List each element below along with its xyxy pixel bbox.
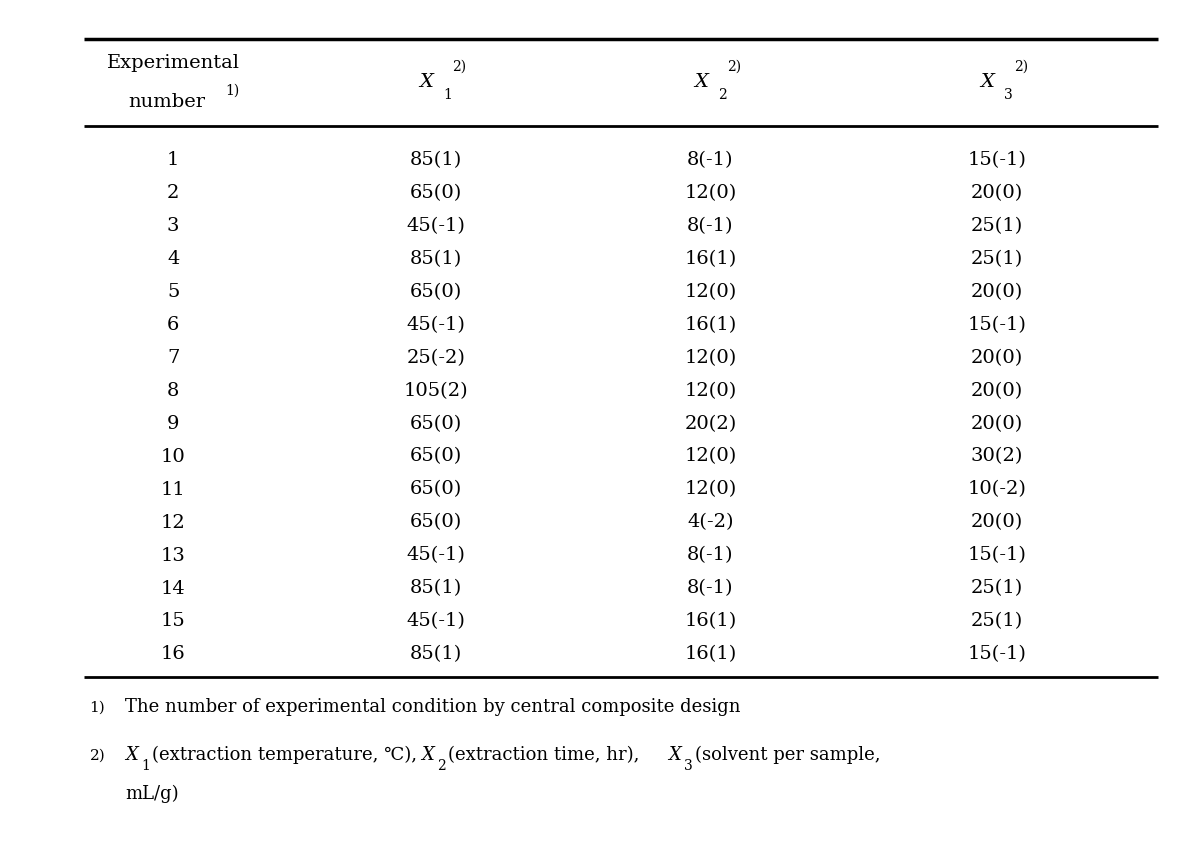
Text: 2): 2) <box>727 60 741 74</box>
Text: 1: 1 <box>167 151 179 168</box>
Text: 85(1): 85(1) <box>410 250 462 267</box>
Text: 11: 11 <box>161 481 185 498</box>
Text: (extraction time, hr),: (extraction time, hr), <box>448 746 645 764</box>
Text: 2: 2 <box>167 184 179 201</box>
Text: 20(0): 20(0) <box>971 283 1023 300</box>
Text: 65(0): 65(0) <box>410 184 462 201</box>
Text: 45(-1): 45(-1) <box>406 316 466 333</box>
Text: X: X <box>694 74 708 91</box>
Text: 20(0): 20(0) <box>971 349 1023 366</box>
Text: 30(2): 30(2) <box>971 448 1023 465</box>
Text: 15(-1): 15(-1) <box>967 316 1027 333</box>
Text: 20(0): 20(0) <box>971 415 1023 432</box>
Text: 8(-1): 8(-1) <box>688 217 733 234</box>
Text: 1: 1 <box>443 89 451 102</box>
Text: X: X <box>669 746 682 764</box>
Text: 12(0): 12(0) <box>684 448 737 465</box>
Text: 25(1): 25(1) <box>971 250 1023 267</box>
Text: 8(-1): 8(-1) <box>688 580 733 597</box>
Text: 3: 3 <box>1004 89 1013 102</box>
Text: X: X <box>419 74 433 91</box>
Text: (solvent per sample,: (solvent per sample, <box>695 746 880 765</box>
Text: 45(-1): 45(-1) <box>406 613 466 630</box>
Text: Experimental: Experimental <box>106 55 240 72</box>
Text: 12(0): 12(0) <box>684 481 737 498</box>
Text: 1): 1) <box>226 84 240 98</box>
Text: 105(2): 105(2) <box>404 382 468 399</box>
Text: 2: 2 <box>437 759 445 773</box>
Text: (extraction temperature, ℃),: (extraction temperature, ℃), <box>152 746 423 765</box>
Text: 3: 3 <box>684 759 693 773</box>
Text: 1): 1) <box>90 700 105 714</box>
Text: 9: 9 <box>167 415 179 432</box>
Text: 25(-2): 25(-2) <box>406 349 466 366</box>
Text: 12(0): 12(0) <box>684 283 737 300</box>
Text: number: number <box>129 93 205 110</box>
Text: 8(-1): 8(-1) <box>688 547 733 564</box>
Text: 65(0): 65(0) <box>410 415 462 432</box>
Text: 16(1): 16(1) <box>684 646 737 663</box>
Text: 16(1): 16(1) <box>684 613 737 630</box>
Text: X: X <box>980 74 995 91</box>
Text: The number of experimental condition by central composite design: The number of experimental condition by … <box>125 699 740 716</box>
Text: 25(1): 25(1) <box>971 217 1023 234</box>
Text: 15(-1): 15(-1) <box>967 547 1027 564</box>
Text: 20(0): 20(0) <box>971 184 1023 201</box>
Text: 20(0): 20(0) <box>971 514 1023 531</box>
Text: 45(-1): 45(-1) <box>406 217 466 234</box>
Text: 6: 6 <box>167 316 179 333</box>
Text: 3: 3 <box>167 217 179 234</box>
Text: 8(-1): 8(-1) <box>688 151 733 168</box>
Text: 5: 5 <box>167 283 179 300</box>
Text: 2): 2) <box>453 60 467 74</box>
Text: 16: 16 <box>161 646 185 663</box>
Text: 1: 1 <box>141 759 149 773</box>
Text: 85(1): 85(1) <box>410 580 462 597</box>
Text: 13: 13 <box>161 547 185 564</box>
Text: 2: 2 <box>718 89 726 102</box>
Text: 15(-1): 15(-1) <box>967 151 1027 168</box>
Text: 16(1): 16(1) <box>684 316 737 333</box>
Text: 2): 2) <box>90 748 105 762</box>
Text: 7: 7 <box>167 349 179 366</box>
Text: 65(0): 65(0) <box>410 514 462 531</box>
Text: 25(1): 25(1) <box>971 580 1023 597</box>
Text: X: X <box>125 746 139 764</box>
Text: 12(0): 12(0) <box>684 184 737 201</box>
Text: 15: 15 <box>161 613 185 630</box>
Text: 85(1): 85(1) <box>410 151 462 168</box>
Text: 20(0): 20(0) <box>971 382 1023 399</box>
Text: 12(0): 12(0) <box>684 382 737 399</box>
Text: 10: 10 <box>161 448 185 465</box>
Text: mL/g): mL/g) <box>125 785 179 804</box>
Text: 12: 12 <box>161 514 185 531</box>
Text: 16(1): 16(1) <box>684 250 737 267</box>
Text: 4: 4 <box>167 250 179 267</box>
Text: 85(1): 85(1) <box>410 646 462 663</box>
Text: 20(2): 20(2) <box>684 415 737 432</box>
Text: 65(0): 65(0) <box>410 481 462 498</box>
Text: 12(0): 12(0) <box>684 349 737 366</box>
Text: 8: 8 <box>167 382 179 399</box>
Text: 65(0): 65(0) <box>410 448 462 465</box>
Text: 15(-1): 15(-1) <box>967 646 1027 663</box>
Text: 25(1): 25(1) <box>971 613 1023 630</box>
Text: 14: 14 <box>161 580 185 597</box>
Text: 4(-2): 4(-2) <box>688 514 733 531</box>
Text: 45(-1): 45(-1) <box>406 547 466 564</box>
Text: 10(-2): 10(-2) <box>967 481 1027 498</box>
Text: 2): 2) <box>1014 60 1028 74</box>
Text: X: X <box>421 746 435 764</box>
Text: 65(0): 65(0) <box>410 283 462 300</box>
